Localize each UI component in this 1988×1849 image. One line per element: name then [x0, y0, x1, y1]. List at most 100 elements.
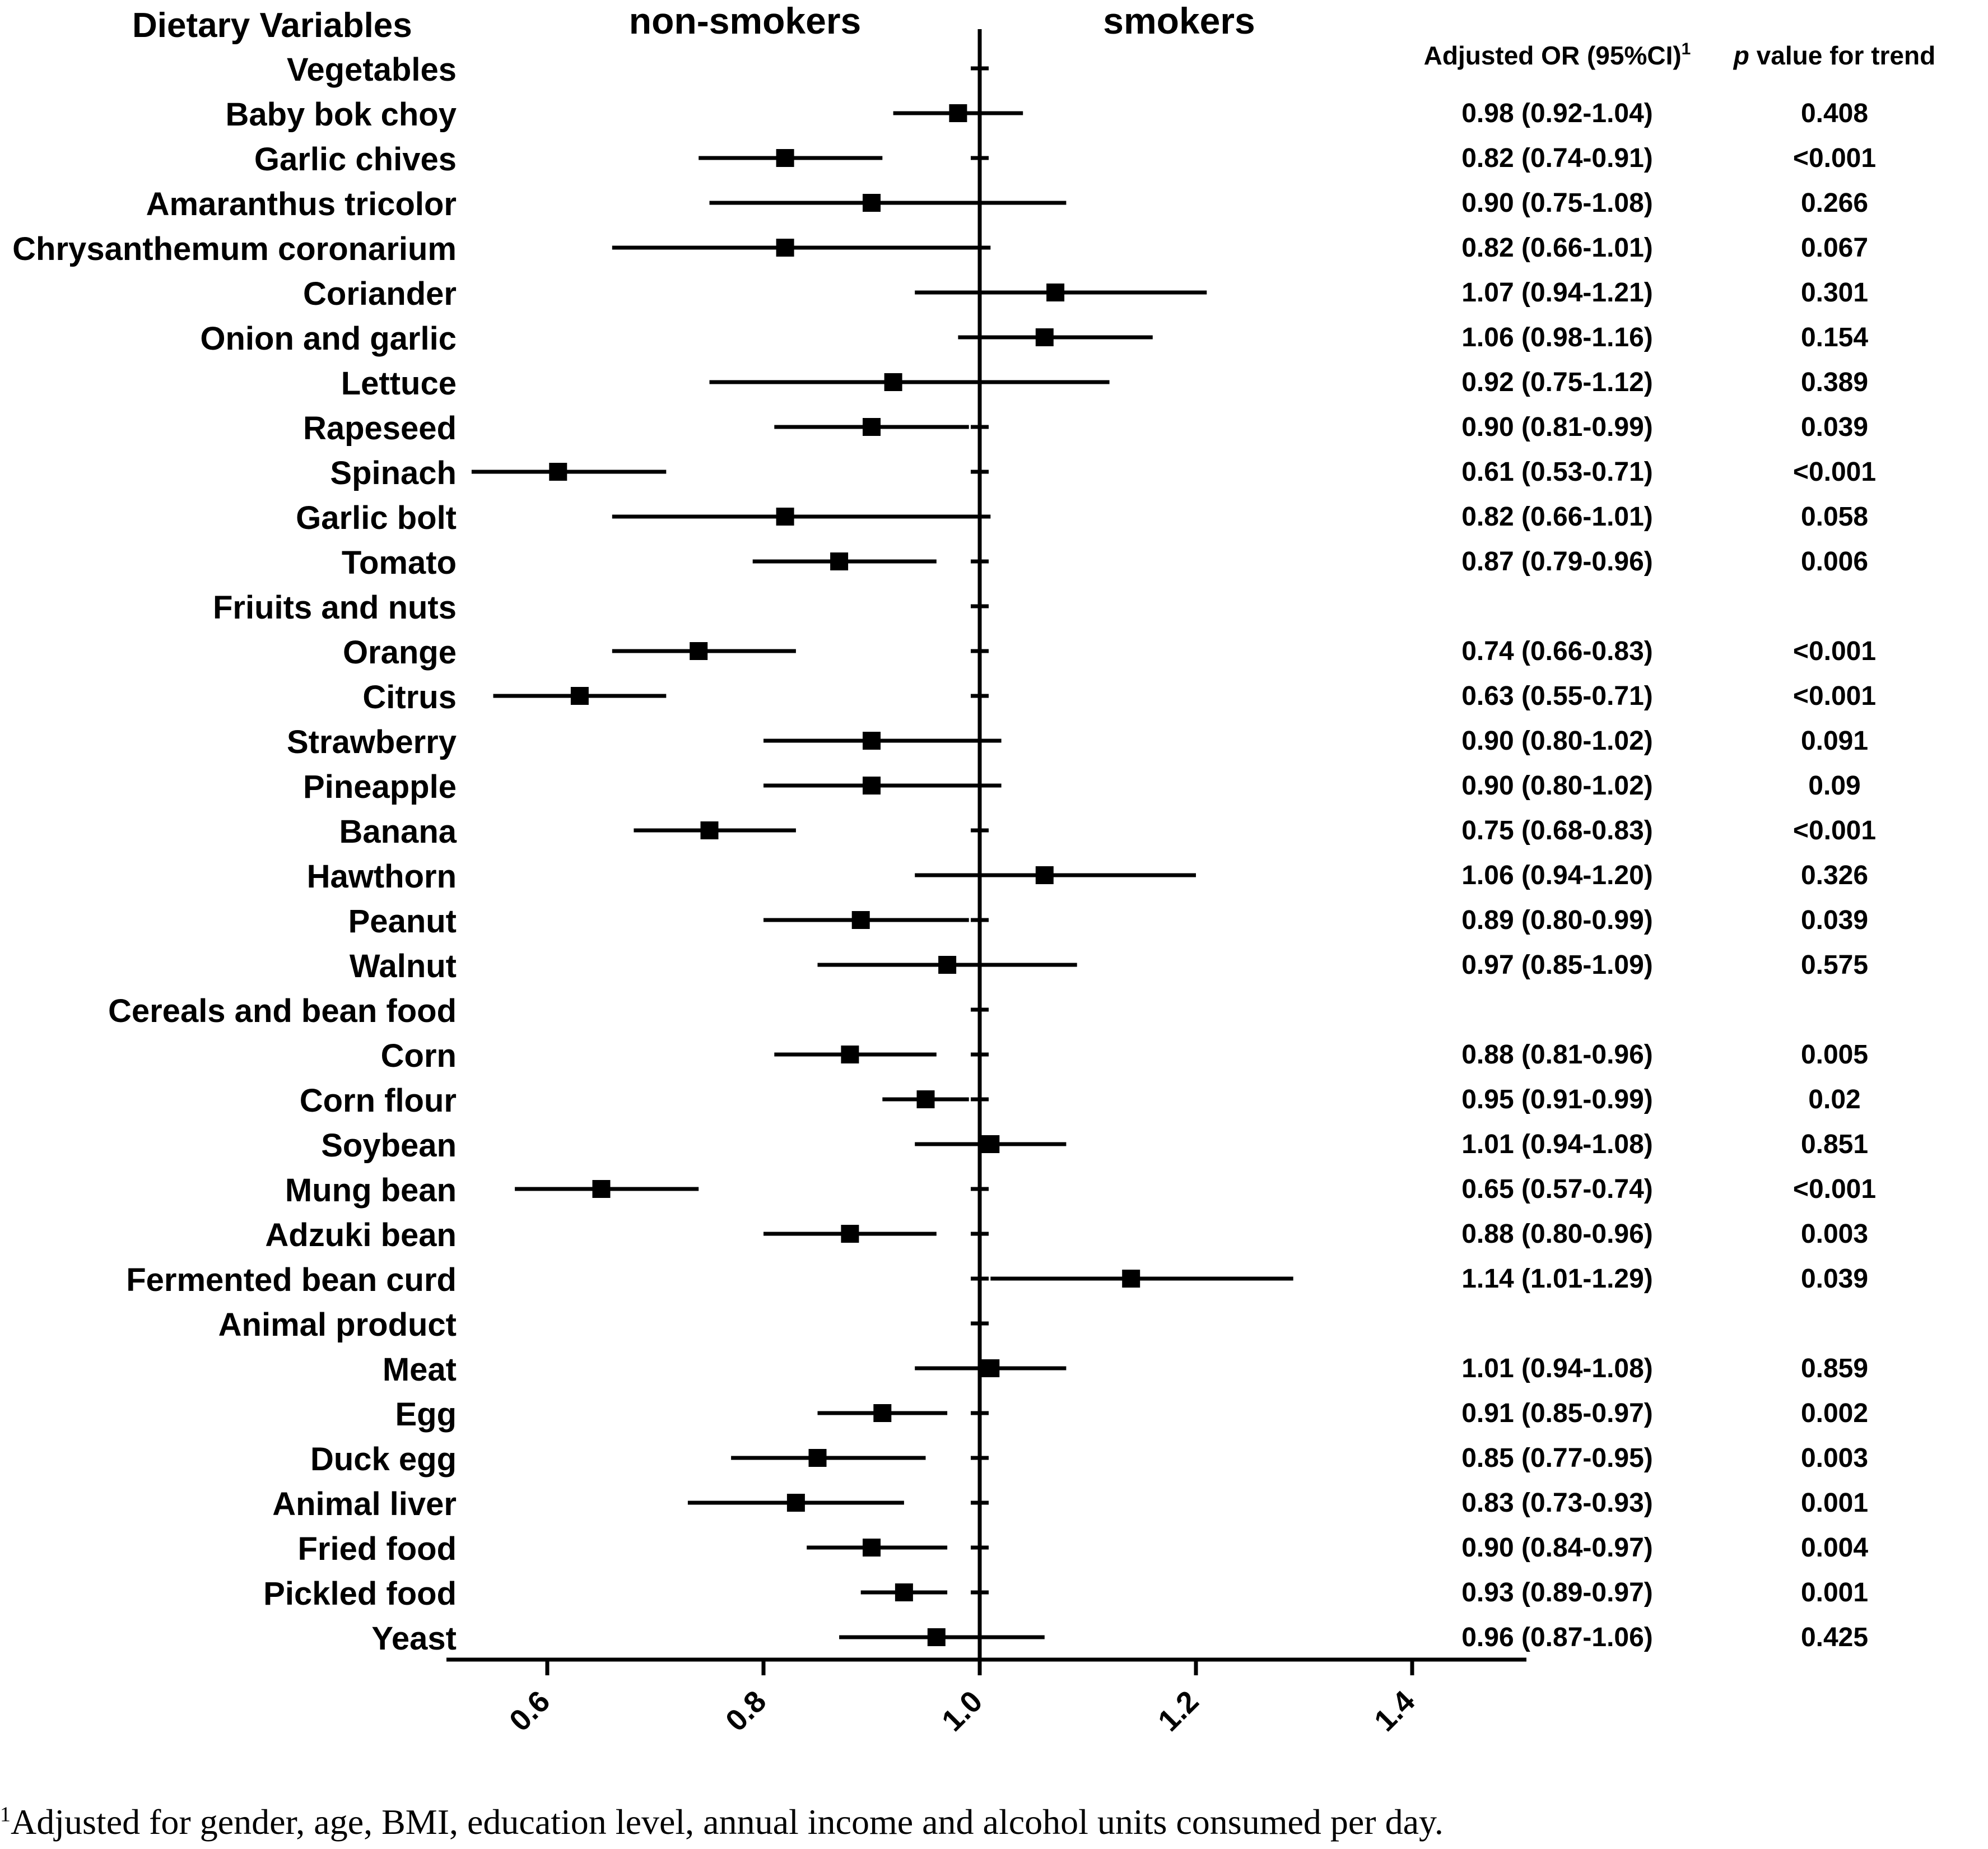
- category-label: Animal product: [218, 1307, 457, 1343]
- point-estimate: [776, 508, 794, 526]
- row-lettuce: Lettuce 0.92 (0.75-1.12) 0.389: [341, 365, 1868, 402]
- row-rapeseed: Rapeseed 0.90 (0.81-0.99) 0.039: [303, 410, 1868, 447]
- header-or-text: Adjusted OR (95%CI): [1424, 41, 1682, 70]
- variable-label: Mung bean: [285, 1172, 457, 1209]
- variable-label: Citrus: [362, 679, 457, 716]
- row-pineapple: Pineapple 0.90 (0.80-1.02) 0.09: [303, 769, 1861, 805]
- p-value: 0.326: [1801, 861, 1868, 890]
- or-ci-value: 1.01 (0.94-1.08): [1461, 1354, 1653, 1383]
- variable-label: Fried food: [297, 1531, 457, 1567]
- point-estimate: [863, 777, 881, 795]
- row-pickled-food: Pickled food 0.93 (0.89-0.97) 0.001: [263, 1576, 1868, 1612]
- point-estimate: [863, 732, 881, 750]
- or-ci-value: 0.63 (0.55-0.71): [1461, 681, 1653, 711]
- point-estimate: [938, 956, 957, 974]
- p-value: 0.859: [1801, 1354, 1868, 1383]
- or-ci-value: 0.82 (0.66-1.01): [1461, 233, 1653, 263]
- or-ci-value: 0.90 (0.81-0.99): [1461, 412, 1653, 442]
- row-friuits-and-nuts: Friuits and nuts: [213, 589, 989, 626]
- row-onion-and-garlic: Onion and garlic 1.06 (0.98-1.16) 0.154: [200, 320, 1868, 357]
- p-value: <0.001: [1793, 816, 1876, 845]
- or-ci-value: 0.92 (0.75-1.12): [1461, 368, 1653, 397]
- p-value: 0.003: [1801, 1219, 1868, 1249]
- or-ci-value: 0.87 (0.79-0.96): [1461, 547, 1653, 577]
- p-value: 0.005: [1801, 1040, 1868, 1070]
- variable-label: Rapeseed: [303, 410, 457, 447]
- x-tick-label: 1.0: [935, 1684, 989, 1738]
- variable-label: Lettuce: [341, 365, 457, 402]
- variable-label: Hawthorn: [307, 858, 457, 895]
- point-estimate: [916, 1090, 935, 1108]
- row-baby-bok-choy: Baby bok choy 0.98 (0.92-1.04) 0.408: [225, 96, 1868, 133]
- or-ci-value: 0.83 (0.73-0.93): [1461, 1488, 1653, 1518]
- x-tick-label: 0.8: [719, 1684, 773, 1738]
- p-value: 0.067: [1801, 233, 1868, 263]
- row-yeast: Yeast 0.96 (0.87-1.06) 0.425: [371, 1620, 1868, 1657]
- or-ci-value: 0.89 (0.80-0.99): [1461, 905, 1653, 935]
- variable-label: Meat: [383, 1351, 457, 1388]
- or-ci-value: 1.01 (0.94-1.08): [1461, 1130, 1653, 1159]
- variable-label: Tomato: [342, 545, 457, 581]
- p-value: <0.001: [1793, 143, 1876, 173]
- or-ci-value: 1.06 (0.98-1.16): [1461, 323, 1653, 352]
- row-cereals-and-bean-food: Cereals and bean food: [108, 993, 989, 1029]
- p-value: 0.09: [1808, 771, 1860, 801]
- point-estimate: [776, 239, 794, 257]
- header-dietary-variables: Dietary Variables: [132, 6, 412, 45]
- p-value: 0.575: [1801, 950, 1868, 980]
- p-value: 0.001: [1801, 1488, 1868, 1518]
- x-tick-label: 1.4: [1368, 1684, 1422, 1738]
- p-value: 0.058: [1801, 502, 1868, 532]
- p-value: 0.389: [1801, 368, 1868, 397]
- row-strawberry: Strawberry 0.90 (0.80-1.02) 0.091: [287, 724, 1868, 760]
- row-soybean: Soybean 1.01 (0.94-1.08) 0.851: [321, 1127, 1868, 1164]
- p-value: 0.266: [1801, 188, 1868, 218]
- or-ci-value: 1.06 (0.94-1.20): [1461, 861, 1653, 890]
- p-value: <0.001: [1793, 637, 1876, 666]
- point-estimate: [927, 1628, 946, 1646]
- point-estimate: [851, 911, 870, 929]
- p-value: 0.003: [1801, 1443, 1868, 1473]
- row-coriander: Coriander 1.07 (0.94-1.21) 0.301: [303, 276, 1868, 312]
- variable-label: Animal liver: [272, 1486, 457, 1522]
- row-garlic-bolt: Garlic bolt 0.82 (0.66-1.01) 0.058: [296, 500, 1868, 536]
- point-estimate: [949, 104, 967, 122]
- variable-label: Baby bok choy: [225, 96, 457, 133]
- row-chrysanthemum-coronarium: Chrysanthemum coronarium 0.82 (0.66-1.01)…: [12, 231, 1868, 267]
- row-corn-flour: Corn flour 0.95 (0.91-0.99) 0.02: [300, 1083, 1861, 1119]
- row-banana: Banana 0.75 (0.68-0.83) <0.001: [339, 814, 1876, 850]
- point-estimate: [863, 418, 881, 436]
- variable-label: Fermented bean curd: [126, 1262, 457, 1298]
- or-ci-value: 0.91 (0.85-0.97): [1461, 1399, 1653, 1428]
- row-peanut: Peanut 0.89 (0.80-0.99) 0.039: [348, 903, 1868, 940]
- variable-label: Orange: [343, 634, 457, 671]
- variable-label: Garlic bolt: [296, 500, 457, 536]
- row-egg: Egg 0.91 (0.85-0.97) 0.002: [395, 1396, 1868, 1433]
- p-value: 0.408: [1801, 99, 1868, 128]
- point-estimate: [895, 1583, 913, 1601]
- variable-label: Corn: [381, 1038, 457, 1074]
- variable-label: Adzuki bean: [265, 1217, 457, 1253]
- variable-label: Corn flour: [300, 1083, 457, 1119]
- variable-label: Yeast: [371, 1620, 457, 1657]
- header-or-superscript: 1: [1682, 40, 1691, 58]
- point-estimate: [841, 1046, 859, 1063]
- p-value: <0.001: [1793, 457, 1876, 487]
- or-ci-value: 0.82 (0.66-1.01): [1461, 502, 1653, 532]
- header-non-smokers: non-smokers: [629, 0, 861, 41]
- or-ci-value: 0.75 (0.68-0.83): [1461, 816, 1653, 845]
- x-tick-label: 0.6: [503, 1684, 557, 1738]
- or-ci-value: 0.96 (0.87-1.06): [1461, 1623, 1653, 1652]
- footnote-text: Adjusted for gender, age, BMI, education…: [11, 1802, 1444, 1842]
- row-orange: Orange 0.74 (0.66-0.83) <0.001: [343, 634, 1876, 671]
- variable-label: Onion and garlic: [200, 320, 457, 357]
- p-value: 0.301: [1801, 278, 1868, 308]
- category-label: Vegetables: [287, 52, 457, 88]
- variable-label: Garlic chives: [254, 141, 457, 178]
- x-tick-label: 1.2: [1152, 1684, 1205, 1738]
- row-animal-liver: Animal liver 0.83 (0.73-0.93) 0.001: [272, 1486, 1868, 1522]
- variable-label: Soybean: [321, 1127, 457, 1164]
- point-estimate: [786, 1494, 805, 1512]
- p-value: 0.001: [1801, 1578, 1868, 1608]
- point-estimate: [549, 463, 567, 481]
